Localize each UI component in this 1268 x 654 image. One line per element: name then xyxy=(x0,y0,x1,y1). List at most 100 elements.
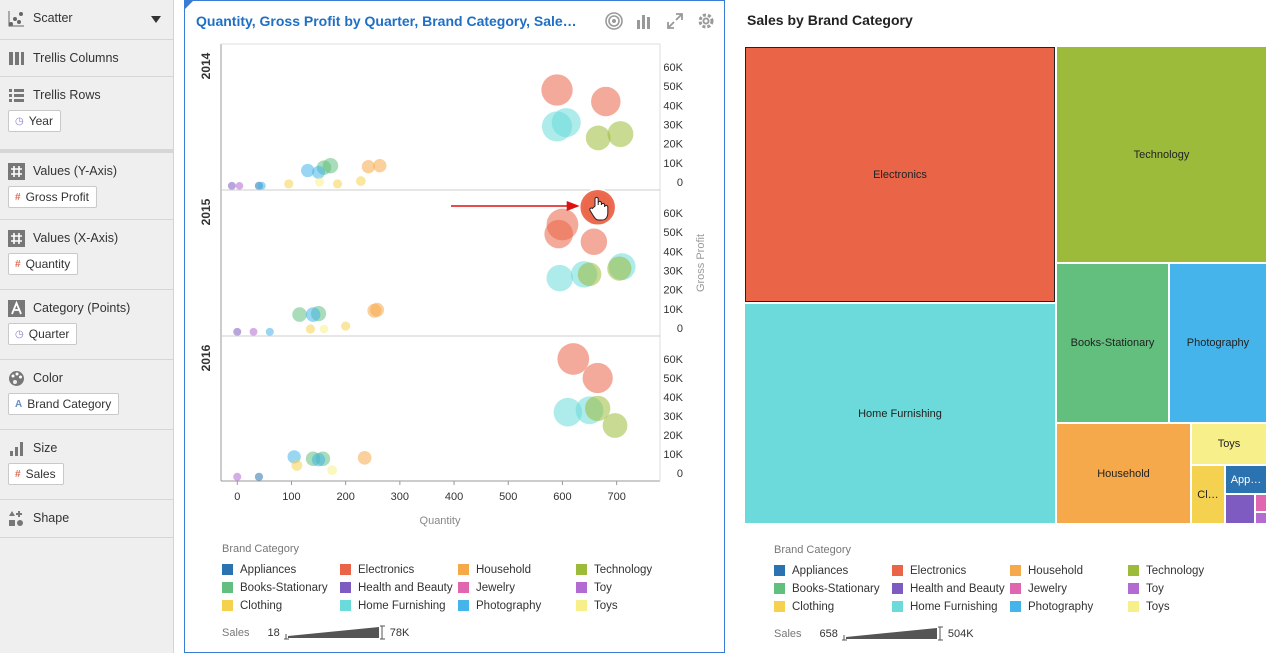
data-point[interactable] xyxy=(292,307,307,322)
treemap-tile[interactable]: Home Furnishing xyxy=(744,303,1056,524)
legend-item[interactable]: Toy xyxy=(1128,582,1228,595)
data-point[interactable] xyxy=(585,125,611,151)
data-point[interactable] xyxy=(254,472,264,481)
legend-item[interactable]: Clothing xyxy=(774,600,892,613)
legend-item[interactable]: Jewelry xyxy=(458,581,576,594)
treemap-tile[interactable]: Cl… xyxy=(1191,465,1225,524)
data-point[interactable] xyxy=(233,472,242,481)
data-point[interactable] xyxy=(319,324,329,334)
legend-item[interactable]: Technology xyxy=(576,563,676,576)
legend-item[interactable]: Jewelry xyxy=(1010,582,1128,595)
scatter-plot[interactable]: 2014 0 10K 20K 30K 40K 50K 60K 2015 0 10K 20K 30K 40K… xyxy=(185,1,726,654)
legend-item[interactable]: Electronics xyxy=(892,564,1010,577)
drop-target-trellis-columns[interactable]: Trellis Columns xyxy=(0,40,173,77)
data-point[interactable] xyxy=(361,160,376,174)
treemap-tile[interactable]: Electronics xyxy=(744,46,1056,303)
legend-item[interactable]: Appliances xyxy=(774,564,892,577)
drop-target-size[interactable]: Size # Sales xyxy=(0,430,173,500)
chart-type-dropdown[interactable]: Scatter xyxy=(0,0,173,40)
data-point[interactable] xyxy=(553,397,583,427)
data-point[interactable] xyxy=(582,362,613,394)
legend-item[interactable]: Electronics xyxy=(340,563,458,576)
legend-item[interactable]: Appliances xyxy=(222,563,340,576)
data-point[interactable] xyxy=(370,302,385,317)
data-point[interactable] xyxy=(607,121,634,148)
data-point[interactable] xyxy=(332,179,343,189)
data-point[interactable] xyxy=(355,176,366,186)
treemap-tile[interactable] xyxy=(1255,494,1267,512)
data-point[interactable] xyxy=(373,159,387,173)
treemap-tile[interactable]: Photography xyxy=(1169,263,1267,423)
treemap-tile[interactable]: Toys xyxy=(1191,423,1267,465)
data-point[interactable] xyxy=(311,453,326,467)
legend-item[interactable]: Clothing xyxy=(222,599,340,612)
data-point[interactable] xyxy=(257,181,266,190)
legend-item[interactable]: Household xyxy=(458,563,576,576)
treemap-tile[interactable]: Household xyxy=(1056,423,1191,524)
data-point[interactable] xyxy=(357,450,372,465)
data-point[interactable] xyxy=(557,343,590,375)
legend-item[interactable]: Technology xyxy=(1128,564,1228,577)
data-point[interactable] xyxy=(249,327,258,336)
field-pill[interactable]: ◷ Quarter xyxy=(8,323,78,345)
treemap-tile[interactable] xyxy=(1255,512,1267,524)
data-point[interactable] xyxy=(291,459,303,471)
data-point[interactable] xyxy=(265,327,274,336)
data-point[interactable] xyxy=(341,321,351,331)
treemap[interactable]: Electronics Technology Home Furnishing Book… xyxy=(744,46,1267,524)
data-point[interactable] xyxy=(591,86,621,117)
drop-target-shape[interactable]: Shape xyxy=(0,500,173,538)
data-point[interactable] xyxy=(322,157,339,174)
field-pill[interactable]: # Sales xyxy=(8,463,64,485)
legend-item[interactable]: Toy xyxy=(576,581,676,594)
data-point[interactable] xyxy=(580,228,608,255)
legend-item[interactable]: Health and Beauty xyxy=(892,582,1010,595)
field-pill[interactable]: # Quantity xyxy=(8,253,79,275)
drop-target-trellis-rows[interactable]: Trellis Rows ◷ Year xyxy=(0,77,173,150)
treemap-tile[interactable]: Technology xyxy=(1056,46,1267,263)
data-point[interactable] xyxy=(233,327,242,336)
treemap-tile[interactable] xyxy=(1225,494,1255,524)
data-point[interactable] xyxy=(301,163,315,178)
field-pill[interactable]: ◷ Year xyxy=(8,110,61,132)
expand-icon[interactable] xyxy=(665,11,685,31)
data-point[interactable] xyxy=(541,74,573,106)
data-point[interactable] xyxy=(315,177,325,187)
legend-item[interactable]: Home Furnishing xyxy=(340,599,458,612)
field-pill[interactable]: # Gross Profit xyxy=(8,186,97,208)
gear-icon[interactable] xyxy=(696,11,716,31)
treemap-tile[interactable]: App… xyxy=(1225,465,1267,494)
legend-item[interactable]: Books-Stationary xyxy=(774,582,892,595)
legend-item[interactable]: Photography xyxy=(458,599,576,612)
legend-item[interactable]: Toys xyxy=(576,599,676,612)
chevron-down-icon[interactable] xyxy=(151,16,161,23)
data-point[interactable] xyxy=(584,395,611,422)
drop-target-values-y-axis[interactable]: Values (Y-Axis) # Gross Profit xyxy=(0,150,173,220)
data-point[interactable] xyxy=(305,307,321,322)
data-point[interactable] xyxy=(577,262,602,287)
data-point[interactable] xyxy=(235,182,244,190)
legend-item[interactable]: Household xyxy=(1010,564,1128,577)
treemap-tile[interactable]: Books-Stationary xyxy=(1056,263,1169,423)
legend-item[interactable]: Books-Stationary xyxy=(222,581,340,594)
data-point[interactable] xyxy=(227,181,236,190)
data-point[interactable] xyxy=(607,256,632,281)
field-pill[interactable]: A Brand Category xyxy=(8,393,120,415)
data-point[interactable] xyxy=(546,264,573,292)
scatter-card[interactable]: Quantity, Gross Profit by Quarter, Brand… xyxy=(184,0,725,653)
legend-item[interactable]: Home Furnishing xyxy=(892,600,1010,613)
drop-target-category-points[interactable]: Category (Points) ◷ Quarter xyxy=(0,290,173,360)
data-point[interactable] xyxy=(284,179,294,189)
bar-chart-icon[interactable] xyxy=(634,11,654,31)
legend-item[interactable]: Photography xyxy=(1010,600,1128,613)
data-point[interactable] xyxy=(312,165,326,179)
drop-target-values-x-axis[interactable]: Values (X-Axis) # Quantity xyxy=(0,220,173,290)
legend-item[interactable]: Toys xyxy=(1128,600,1228,613)
data-point[interactable] xyxy=(551,108,581,138)
data-point[interactable] xyxy=(602,413,628,438)
legend-item[interactable]: Health and Beauty xyxy=(340,581,458,594)
data-point[interactable] xyxy=(544,219,573,249)
data-point[interactable] xyxy=(305,324,316,334)
target-icon[interactable] xyxy=(604,11,624,31)
data-point[interactable] xyxy=(327,465,338,476)
